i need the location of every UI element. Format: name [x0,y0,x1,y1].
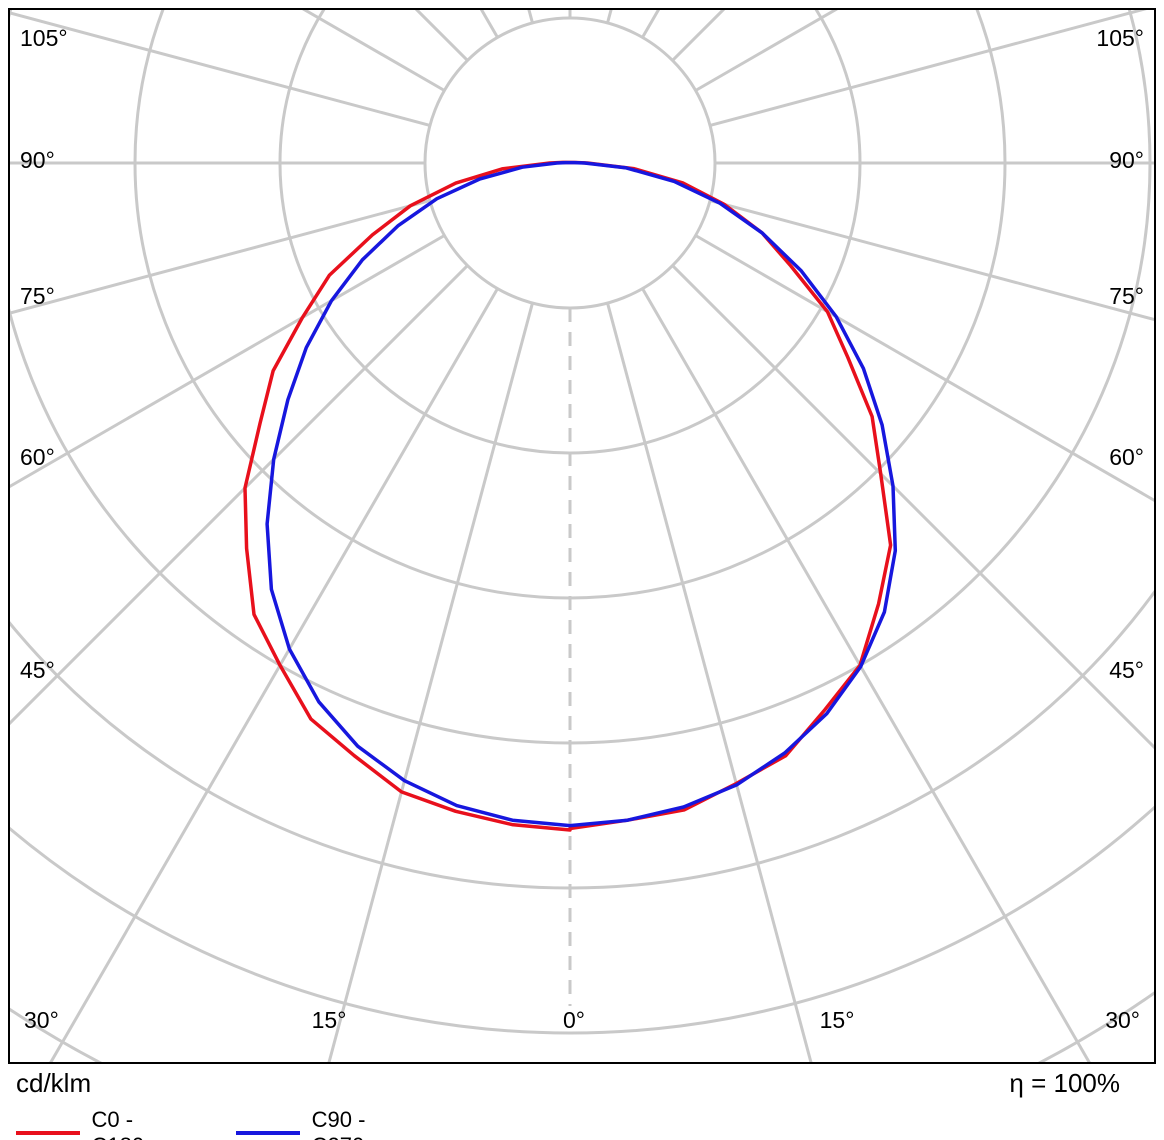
angle-label: 15° [820,1007,855,1033]
angle-label: 0° [563,1007,585,1033]
grid-ring [10,991,1154,1062]
grid-radial-line [641,287,1091,1062]
angle-labels: 105° 90° 75° 60° 45° 30° 15° 0° 15° 30° 45° 60° 75° 9… [20,25,1144,1033]
efficiency-label: η = 100% [1009,1068,1120,1098]
legend-label: C90 - C270 [311,1107,366,1140]
legend: C0 - C180 C90 - C270 [16,1107,468,1140]
polar-grid [10,10,1154,1062]
grid-radial-line [709,10,1147,127]
angle-label: 105° [20,25,68,51]
grid-ring [10,10,1154,1062]
grid-ring [10,10,1152,745]
grid-radial-line [10,199,431,315]
grid-ring [10,589,1154,890]
grid-radial-line [414,10,469,62]
grid-radial-line [301,10,446,92]
angle-label: 45° [1109,657,1144,683]
angle-label: 30° [1105,1007,1140,1033]
grid-radial-line [671,10,726,62]
grid-radial-line [694,10,839,92]
angle-label: 15° [312,1007,347,1033]
curve-c0-c180 [243,160,893,832]
grid-radial-line [671,264,1154,750]
curve-c90-c270 [265,160,898,828]
polar-chart-frame: 105° 90° 75° 60° 45° 30° 15° 0° 15° 30° 45° 60° 75° 9… [8,8,1156,1064]
grid-radial-line [10,234,446,489]
grid-radial-line [694,234,1154,502]
angle-label: 90° [1109,147,1144,173]
footer: cd/klm η = 100% C0 - C180 C90 - C270 [0,1066,1164,1140]
grid-radial-line [10,264,469,726]
polar-diagram: 105° 90° 75° 60° 45° 30° 15° 0° 15° 30° 45° 60° 75° 9… [10,10,1154,1062]
legend-swatch [16,1131,80,1135]
legend-item: C0 - C180 [16,1107,188,1140]
grid-radial-line [709,199,1154,322]
angle-label: 75° [20,283,55,309]
angle-label: 90° [20,147,55,173]
angle-label: 45° [20,657,55,683]
grid-radial-line [606,302,813,1062]
legend-label: C0 - C180 [91,1107,145,1140]
angle-label: 105° [1096,25,1144,51]
grid-radial-line [10,11,431,127]
footer-top: cd/klm η = 100% [0,1066,1164,1099]
legend-item: C90 - C270 [236,1107,420,1140]
angle-label: 75° [1109,283,1144,309]
grid-ring [10,805,1154,1035]
angle-label: 60° [1109,444,1144,470]
angle-label: 60° [20,444,55,470]
angle-label: 30° [24,1007,59,1033]
grid-radial-line [49,287,499,1062]
grid-radial-line [327,302,534,1062]
legend-swatch [236,1131,300,1135]
unit-label: cd/klm [16,1068,92,1098]
